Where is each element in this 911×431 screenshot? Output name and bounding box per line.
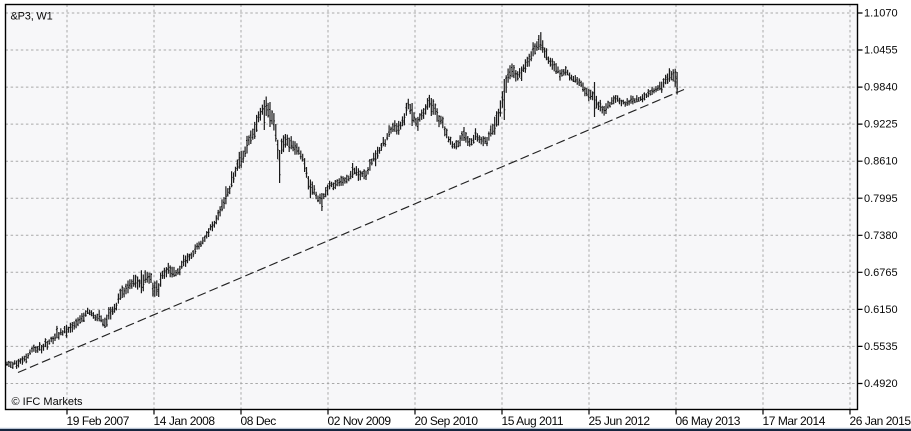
svg-text:14 Jan 2008: 14 Jan 2008 (154, 414, 216, 428)
svg-text:0.6150: 0.6150 (864, 304, 898, 316)
svg-text:0.8610: 0.8610 (864, 156, 898, 168)
svg-text:06 May 2013: 06 May 2013 (676, 414, 741, 428)
svg-text:26 Jan 2015: 26 Jan 2015 (850, 414, 911, 428)
svg-text:1.1070: 1.1070 (864, 8, 898, 20)
svg-text:08 Dec: 08 Dec (241, 414, 277, 428)
svg-text:© IFC Markets: © IFC Markets (12, 396, 84, 408)
svg-text:25 Jun 2012: 25 Jun 2012 (589, 414, 651, 428)
svg-text:0.5535: 0.5535 (864, 341, 898, 353)
svg-text:0.4920: 0.4920 (864, 378, 898, 390)
svg-text:0.6765: 0.6765 (864, 267, 898, 279)
svg-text:&P3, W1: &P3, W1 (11, 11, 53, 23)
svg-text:02 Nov 2009: 02 Nov 2009 (328, 414, 392, 428)
svg-text:20 Sep 2010: 20 Sep 2010 (415, 414, 479, 428)
svg-text:1.0455: 1.0455 (864, 45, 898, 57)
svg-text:0.9225: 0.9225 (864, 119, 898, 131)
svg-text:0.7380: 0.7380 (864, 230, 898, 242)
svg-text:0.9840: 0.9840 (864, 82, 898, 94)
svg-text:19 Feb 2007: 19 Feb 2007 (67, 414, 130, 428)
svg-text:0.7995: 0.7995 (864, 193, 898, 205)
svg-text:15 Aug 2011: 15 Aug 2011 (502, 414, 564, 428)
svg-text:17 Mar 2014: 17 Mar 2014 (763, 414, 826, 428)
